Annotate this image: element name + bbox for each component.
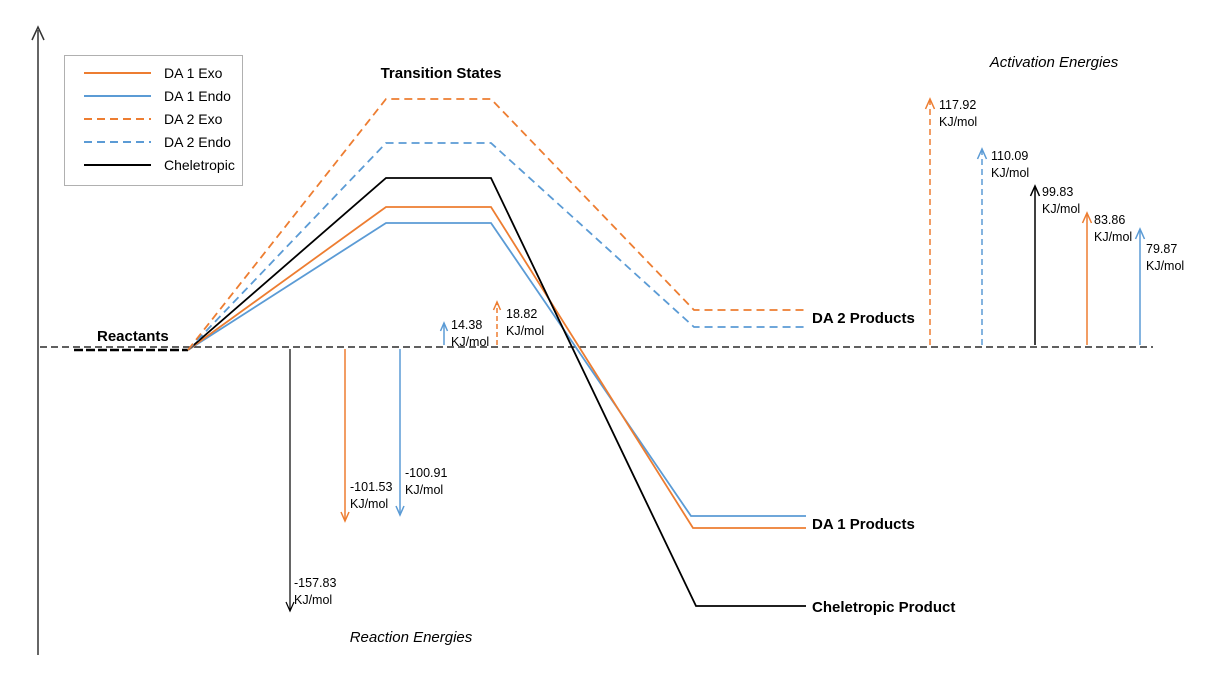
series-da2-exo-line <box>187 98 806 351</box>
series-da1-endo-line <box>187 222 806 517</box>
product-value-da2-endo: 14.38 <box>451 318 482 332</box>
series-da1-exo-line <box>187 206 806 529</box>
product-value-da2-exo: 18.82 <box>506 307 537 321</box>
reaction-energies-label: Reaction Energies <box>350 629 473 646</box>
product-unit-da2-exo: KJ/mol <box>506 324 544 338</box>
da2-products-label: DA 2 Products <box>812 310 915 327</box>
legend-label-da1-exo: DA 1 Exo <box>164 65 223 81</box>
activation-unit-da2-endo: KJ/mol <box>991 166 1029 180</box>
legend-box <box>64 55 243 186</box>
activation-unit-da2-exo: KJ/mol <box>939 115 977 129</box>
reactants-label: Reactants <box>97 328 169 345</box>
series-da2-endo-line <box>187 142 806 351</box>
legend-item-da2-exo: DA 2 Exo <box>84 111 223 127</box>
cheletropic-product-label: Cheletropic Product <box>812 599 955 616</box>
reaction-value-da1-endo: -100.91 <box>405 466 447 480</box>
reaction-unit-da1-endo: KJ/mol <box>405 483 443 497</box>
activation-arrow-da1-endo <box>1134 227 1146 345</box>
product-arrow-da2-endo <box>439 321 449 345</box>
legend-item-da2-endo: DA 2 Endo <box>84 134 231 150</box>
reaction-value-cheletropic: -157.83 <box>294 576 336 590</box>
reaction-arrow-da1-endo <box>395 349 405 517</box>
activation-unit-cheletropic: KJ/mol <box>1042 202 1080 216</box>
reaction-arrow-cheletropic <box>285 349 295 613</box>
activation-unit-da1-exo: KJ/mol <box>1094 230 1132 244</box>
legend-label-da2-exo: DA 2 Exo <box>164 111 223 127</box>
activation-arrow-da2-endo <box>976 147 988 345</box>
legend-label-cheletropic: Cheletropic <box>164 157 235 173</box>
legend-item-cheletropic: Cheletropic <box>84 157 235 173</box>
transition-states-label: Transition States <box>381 65 502 82</box>
series-cheletropic-line <box>187 177 806 607</box>
reaction-arrow-da1-exo <box>340 349 350 523</box>
activation-value-da2-endo: 110.09 <box>991 149 1028 163</box>
legend-item-da1-exo: DA 1 Exo <box>84 65 223 81</box>
activation-value-da1-endo: 79.87 <box>1146 242 1177 256</box>
activation-arrow-cheletropic <box>1029 184 1041 345</box>
reaction-value-da1-exo: -101.53 <box>350 480 392 494</box>
activation-energies-label: Activation Energies <box>989 54 1119 71</box>
activation-arrow-da2-exo <box>924 97 936 345</box>
y-axis-arrow-icon <box>31 25 45 41</box>
legend: DA 1 Exo DA 1 Endo DA 2 Exo DA 2 Endo Ch… <box>64 55 243 186</box>
product-arrow-da2-exo <box>492 300 502 345</box>
activation-arrow-da1-exo <box>1081 211 1093 345</box>
product-unit-da2-endo: KJ/mol <box>451 335 489 349</box>
activation-value-da1-exo: 83.86 <box>1094 213 1125 227</box>
legend-item-da1-endo: DA 1 Endo <box>84 88 231 104</box>
legend-label-da2-endo: DA 2 Endo <box>164 134 231 150</box>
activation-unit-da1-endo: KJ/mol <box>1146 259 1184 273</box>
reaction-unit-da1-exo: KJ/mol <box>350 497 388 511</box>
da1-products-label: DA 1 Products <box>812 516 915 533</box>
legend-label-da1-endo: DA 1 Endo <box>164 88 231 104</box>
activation-value-da2-exo: 117.92 <box>939 98 976 112</box>
activation-value-cheletropic: 99.83 <box>1042 185 1073 199</box>
reaction-unit-cheletropic: KJ/mol <box>294 593 332 607</box>
